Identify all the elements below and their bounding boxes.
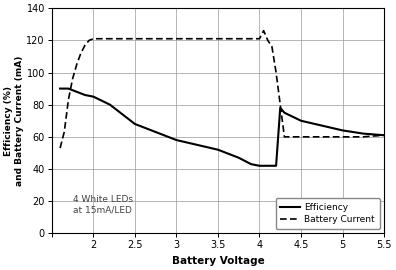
X-axis label: Battery Voltage: Battery Voltage xyxy=(171,256,264,266)
Y-axis label: Efficiency (%)
and Battery Current (mA): Efficiency (%) and Battery Current (mA) xyxy=(4,56,24,186)
Legend: Efficiency, Battery Current: Efficiency, Battery Current xyxy=(276,198,380,229)
Text: 4 White LEDs
at 15mA/LED: 4 White LEDs at 15mA/LED xyxy=(72,195,133,214)
